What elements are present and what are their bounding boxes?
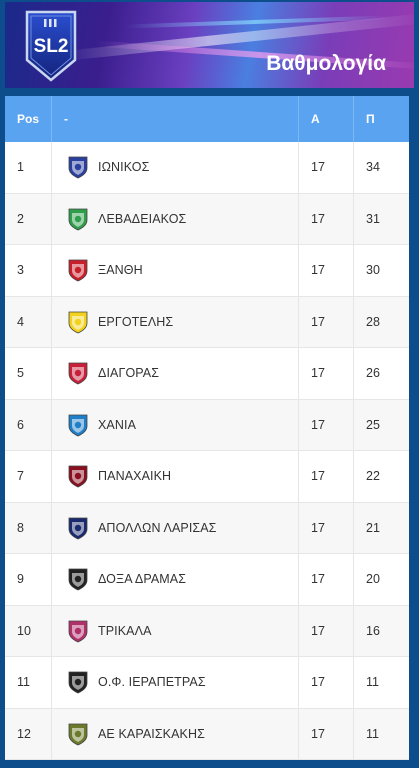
- team-name[interactable]: ΛΕΒΑΔΕΙΑΚΟΣ: [98, 211, 187, 226]
- panachaiki-crest-icon: [68, 465, 88, 488]
- row-team[interactable]: ΞΑΝΘΗ: [52, 245, 299, 296]
- sl2-logo-icon: SL2: [25, 10, 77, 82]
- team-name[interactable]: ΔΟΞΑ ΔΡΑΜΑΣ: [98, 572, 187, 587]
- header-matches[interactable]: Α: [299, 96, 354, 142]
- team-name[interactable]: ΠΑΝΑΧΑΙΚΗ: [98, 469, 172, 484]
- row-points: 25: [366, 417, 380, 432]
- ae-karaiskakis-crest-icon: [68, 723, 88, 746]
- header-points[interactable]: Π: [366, 112, 375, 126]
- row-position: 7: [5, 451, 52, 502]
- table-row[interactable]: 6 ΧΑΝΙΑ 17 25: [5, 399, 409, 451]
- team-name[interactable]: ΑΕ ΚΑΡΑΙΣΚΑΚΗΣ: [98, 726, 205, 741]
- diagoras-crest-icon: [68, 362, 88, 385]
- row-position: 12: [5, 708, 52, 759]
- ergotelis-crest-icon: [68, 311, 88, 334]
- team-name[interactable]: ΔΙΑΓΟΡΑΣ: [98, 366, 160, 381]
- row-team[interactable]: ΑΠΟΛΛΩΝ ΛΑΡΙΣΑΣ: [52, 502, 299, 553]
- row-points: 30: [366, 263, 380, 278]
- table-row[interactable]: 10 ΤΡΙΚΑΛΑ 17 16: [5, 605, 409, 657]
- doxa-dramas-crest-icon: [68, 568, 88, 591]
- row-points: 31: [366, 211, 380, 226]
- row-position: 11: [5, 657, 52, 708]
- row-position: 2: [5, 193, 52, 244]
- row-team[interactable]: Ο.Φ. ΙΕΡΑΠΕΤΡΑΣ: [52, 657, 299, 708]
- team-name[interactable]: ΞΑΝΘΗ: [98, 263, 143, 278]
- table-row[interactable]: 9 ΔΟΞΑ ΔΡΑΜΑΣ 17 20: [5, 554, 409, 606]
- row-matches: 17: [299, 399, 354, 450]
- team-name[interactable]: ΑΠΟΛΛΩΝ ΛΑΡΙΣΑΣ: [98, 520, 217, 535]
- row-points: 21: [366, 520, 380, 535]
- table-row[interactable]: 2 ΛΕΒΑΔΕΙΑΚΟΣ 17 31: [5, 193, 409, 245]
- row-position: 5: [5, 348, 52, 399]
- row-matches: 17: [299, 296, 354, 347]
- row-matches: 17: [299, 451, 354, 502]
- row-points: 20: [366, 572, 380, 587]
- row-matches: 17: [299, 193, 354, 244]
- row-position: 8: [5, 502, 52, 553]
- row-team[interactable]: ΔΟΞΑ ΔΡΑΜΑΣ: [52, 554, 299, 605]
- ionikos-crest-icon: [68, 156, 88, 179]
- row-points: 11: [366, 675, 379, 690]
- team-name[interactable]: ΤΡΙΚΑΛΑ: [98, 623, 152, 638]
- table-row[interactable]: 3 ΞΑΝΘΗ 17 30: [5, 245, 409, 297]
- row-position: 4: [5, 296, 52, 347]
- row-position: 3: [5, 245, 52, 296]
- row-team[interactable]: ΙΩΝΙΚΟΣ: [52, 142, 299, 193]
- row-team[interactable]: ΕΡΓΟΤΕΛΗΣ: [52, 296, 299, 347]
- levadiakos-crest-icon: [68, 208, 88, 231]
- row-team[interactable]: ΠΑΝΑΧΑΙΚΗ: [52, 451, 299, 502]
- page-title: Βαθμολογία: [266, 52, 386, 75]
- table-row[interactable]: 12 ΑΕ ΚΑΡΑΙΣΚΑΚΗΣ 17 11: [5, 708, 409, 760]
- row-points: 16: [366, 623, 380, 638]
- row-points: 34: [366, 160, 380, 175]
- row-matches: 17: [299, 708, 354, 759]
- header-pos[interactable]: Pos: [5, 96, 52, 142]
- row-matches: 17: [299, 348, 354, 399]
- header-team[interactable]: -: [52, 96, 299, 142]
- logo-text: SL2: [34, 36, 69, 57]
- row-points: 11: [366, 726, 379, 741]
- league-banner: SL2 Βαθμολογία: [5, 2, 414, 88]
- table-row[interactable]: 1 ΙΩΝΙΚΟΣ 17 34: [5, 142, 409, 194]
- apollon-larisas-crest-icon: [68, 517, 88, 540]
- row-matches: 17: [299, 554, 354, 605]
- row-points: 26: [366, 366, 380, 381]
- team-name[interactable]: ΕΡΓΟΤΕΛΗΣ: [98, 314, 174, 329]
- table-row[interactable]: 4 ΕΡΓΟΤΕΛΗΣ 17 28: [5, 296, 409, 348]
- trikala-crest-icon: [68, 620, 88, 643]
- team-name[interactable]: ΧΑΝΙΑ: [98, 417, 137, 432]
- row-position: 10: [5, 605, 52, 656]
- standings-table: Pos - Α Π 1 ΙΩΝΙΚΟΣ 17 34 2 ΛΕΒΑΔΕΙΑΚΟΣ 17 31 3 Ξ…: [5, 96, 409, 760]
- row-matches: 17: [299, 245, 354, 296]
- table-row[interactable]: 8 ΑΠΟΛΛΩΝ ΛΑΡΙΣΑΣ 17 21: [5, 502, 409, 554]
- table-row[interactable]: 11 Ο.Φ. ΙΕΡΑΠΕΤΡΑΣ 17 11: [5, 657, 409, 709]
- row-matches: 17: [299, 605, 354, 656]
- row-team[interactable]: ΔΙΑΓΟΡΑΣ: [52, 348, 299, 399]
- row-matches: 17: [299, 142, 354, 193]
- row-position: 6: [5, 399, 52, 450]
- row-position: 1: [5, 142, 52, 193]
- team-name[interactable]: Ο.Φ. ΙΕΡΑΠΕΤΡΑΣ: [98, 675, 206, 690]
- row-team[interactable]: ΛΕΒΑΔΕΙΑΚΟΣ: [52, 193, 299, 244]
- row-team[interactable]: ΤΡΙΚΑΛΑ: [52, 605, 299, 656]
- row-matches: 17: [299, 502, 354, 553]
- table-row[interactable]: 5 ΔΙΑΓΟΡΑΣ 17 26: [5, 348, 409, 400]
- table-body: 1 ΙΩΝΙΚΟΣ 17 34 2 ΛΕΒΑΔΕΙΑΚΟΣ 17 31 3 ΞΑΝΘΗ 17 30 4 Ε…: [5, 142, 409, 760]
- row-team[interactable]: ΑΕ ΚΑΡΑΙΣΚΑΚΗΣ: [52, 708, 299, 759]
- of-ierapetras-crest-icon: [68, 671, 88, 694]
- row-points: 22: [366, 469, 380, 484]
- chania-crest-icon: [68, 414, 88, 437]
- row-matches: 17: [299, 657, 354, 708]
- xanthi-crest-icon: [68, 259, 88, 282]
- table-header: Pos - Α Π: [5, 96, 409, 142]
- team-name[interactable]: ΙΩΝΙΚΟΣ: [98, 160, 150, 175]
- row-team[interactable]: ΧΑΝΙΑ: [52, 399, 299, 450]
- table-row[interactable]: 7 ΠΑΝΑΧΑΙΚΗ 17 22: [5, 451, 409, 503]
- row-points: 28: [366, 314, 380, 329]
- row-position: 9: [5, 554, 52, 605]
